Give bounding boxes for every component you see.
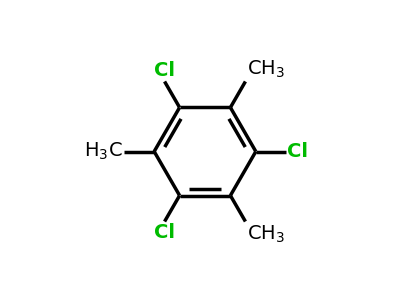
Text: H$_3$C: H$_3$C: [84, 141, 123, 162]
Text: Cl: Cl: [287, 142, 308, 161]
Text: Cl: Cl: [154, 224, 175, 242]
Text: CH$_3$: CH$_3$: [246, 58, 284, 80]
Text: CH$_3$: CH$_3$: [246, 224, 284, 245]
Text: Cl: Cl: [154, 61, 175, 80]
